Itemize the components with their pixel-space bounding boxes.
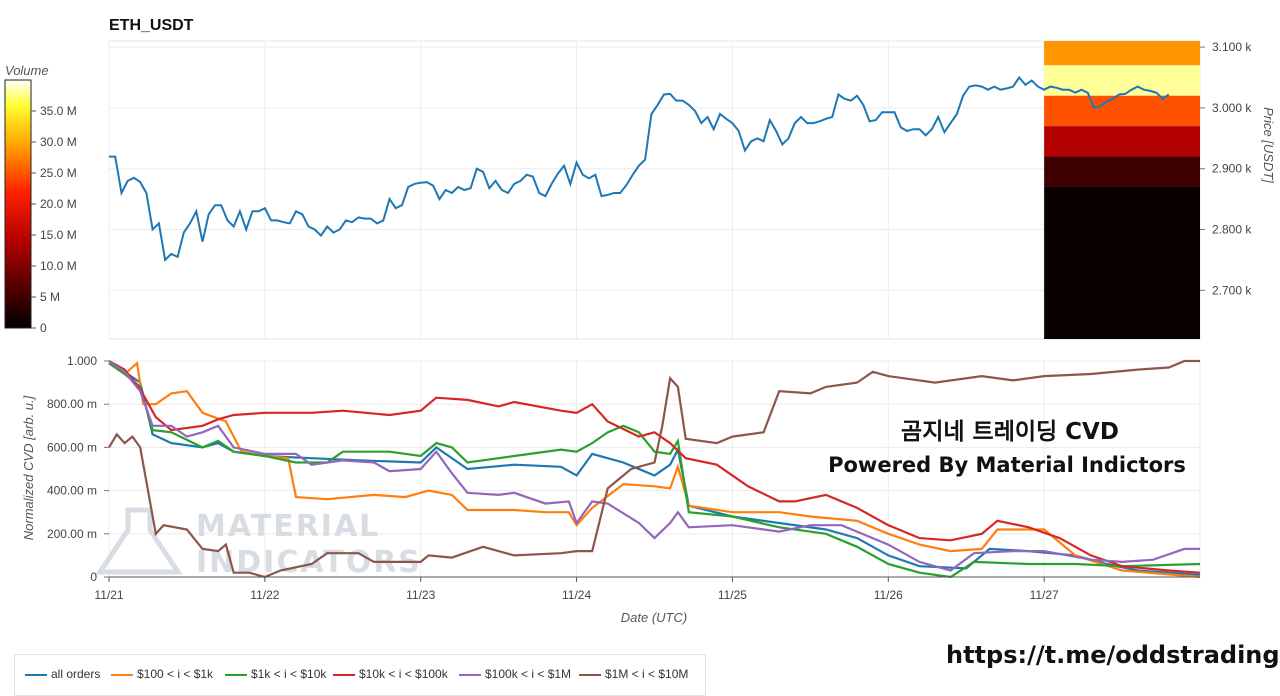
cvd-tick-label: 600.00 m <box>47 440 97 454</box>
heatmap-cell <box>1044 186 1200 339</box>
price-tick-label: 3.100 k <box>1212 40 1252 54</box>
cvd-series-line <box>108 361 1201 579</box>
legend-swatch <box>25 673 47 676</box>
legend-item-all-orders[interactable]: all orders <box>25 667 100 681</box>
cvd-tick-label: 0 <box>90 570 97 584</box>
legend-item-100k-1m[interactable]: $100k < i < $1M <box>459 667 571 681</box>
cvd-tick-label: 800.00 m <box>47 397 97 411</box>
x-tick-label: 11/23 <box>406 588 435 602</box>
price-tick-label: 3.000 k <box>1212 101 1252 115</box>
legend-swatch <box>333 673 355 676</box>
legend-label: $10k < i < $100k <box>359 667 448 681</box>
heatmap-cell <box>1044 126 1200 157</box>
heatmap-cell <box>1044 65 1200 96</box>
chart-title: ETH_USDT <box>109 17 194 34</box>
price-tick-label: 2.900 k <box>1212 162 1252 176</box>
legend-item-1m-10m[interactable]: $1M < i < $10M <box>579 667 688 681</box>
colorbar-tick-label: 20.0 M <box>40 197 77 211</box>
colorbar-tick-label: 10.0 M <box>40 259 77 273</box>
colorbar-tick-label: 0 <box>40 321 47 335</box>
cvd-series-line <box>108 360 1201 574</box>
volume-colorbar: Volume 0 5 M 10.0 M 15.0 M 20.0 M 25.0 M 30.0 … <box>4 63 77 335</box>
colorbar-tick-label: 5 M <box>40 290 60 304</box>
legend-label: $100 < i < $1k <box>137 667 214 681</box>
legend-swatch <box>225 673 247 676</box>
cvd-tick-label: 200.00 m <box>47 527 97 541</box>
telegram-link[interactable]: https://t.me/oddstrading2 <box>946 641 1280 669</box>
legend-item-1k-10k[interactable]: $1k < i < $10k <box>225 667 326 681</box>
cvd-series-line <box>108 359 1200 579</box>
legend-label: $1M < i < $10M <box>605 667 689 681</box>
cvd-x-axis-ticks: 11/21 11/22 11/23 11/24 11/25 11/26 11/27 <box>94 576 1200 602</box>
x-tick-label: 11/24 <box>562 588 591 602</box>
x-tick-label: 11/25 <box>718 588 747 602</box>
cvd-tick-label: 1.000 <box>67 354 97 368</box>
cvd-tick-label: 400.00 m <box>47 484 97 498</box>
heatmap-cell <box>1044 41 1200 66</box>
legend-label: $100k < i < $1M <box>485 667 572 681</box>
legend-label: $1k < i < $10k <box>251 667 327 681</box>
price-tick-label: 2.700 k <box>1212 283 1252 297</box>
cvd-series-line <box>108 360 1200 572</box>
cvd-series-line <box>108 362 1201 579</box>
price-line <box>109 75 1170 262</box>
legend-label: all orders <box>51 667 101 681</box>
volume-heatmap <box>1044 41 1200 339</box>
flask-icon <box>95 507 183 575</box>
legend-item-100-1k[interactable]: $100 < i < $1k <box>111 667 213 681</box>
colorbar-tick-label: 25.0 M <box>40 166 77 180</box>
price-axis-label: Price [USDT] <box>1261 107 1276 183</box>
colorbar-tick-label: 30.0 M <box>40 135 77 149</box>
legend-swatch <box>579 673 601 676</box>
overlay-title: 곰지네 트레이딩 CVD <box>901 419 1119 445</box>
price-panel-frame <box>108 40 1201 340</box>
cvd-y-axis-ticks: 0 200.00 m 400.00 m 600.00 m 800.00 m 1.000 <box>47 354 109 584</box>
x-tick-label: 11/26 <box>874 588 903 602</box>
cvd-axis-label: Normalized CVD [arb. u.] <box>21 395 36 540</box>
price-line-layer <box>109 75 1170 262</box>
x-axis-label: Date (UTC) <box>621 610 687 625</box>
colorbar-ticks: 0 5 M 10.0 M 15.0 M 20.0 M 25.0 M 30.0 M 35.0 M <box>31 104 77 335</box>
price-tick-label: 2.800 k <box>1212 223 1252 237</box>
colorbar-tick-label: 15.0 M <box>40 228 77 242</box>
watermark-line1: MATERIAL <box>196 509 380 544</box>
cvd-gridlines <box>108 360 1200 578</box>
chart-legend: all orders $100 < i < $1k $1k < i < $10k… <box>14 654 706 696</box>
cvd-series-line <box>108 360 1201 576</box>
legend-swatch <box>111 673 133 676</box>
price-panel: 2.700 k 2.800 k 2.900 k 3.000 k 3.100 k Pric… <box>108 40 1276 340</box>
heatmap-cell <box>1044 95 1200 127</box>
cvd-series-lines <box>108 359 1201 579</box>
heatmap-cell <box>1044 156 1200 187</box>
colorbar-gradient <box>4 79 32 329</box>
colorbar-title: Volume <box>5 63 49 78</box>
overlay-subtitle: Powered By Material Indictors <box>828 453 1186 477</box>
price-axis-ticks: 2.700 k 2.800 k 2.900 k 3.000 k 3.100 k <box>1200 40 1252 297</box>
legend-swatch <box>459 673 481 676</box>
x-tick-label: 11/27 <box>1030 588 1059 602</box>
x-tick-label: 11/22 <box>250 588 279 602</box>
x-tick-label: 11/21 <box>94 588 123 602</box>
colorbar-tick-label: 35.0 M <box>40 104 77 118</box>
legend-item-10k-100k[interactable]: $10k < i < $100k <box>333 667 448 681</box>
